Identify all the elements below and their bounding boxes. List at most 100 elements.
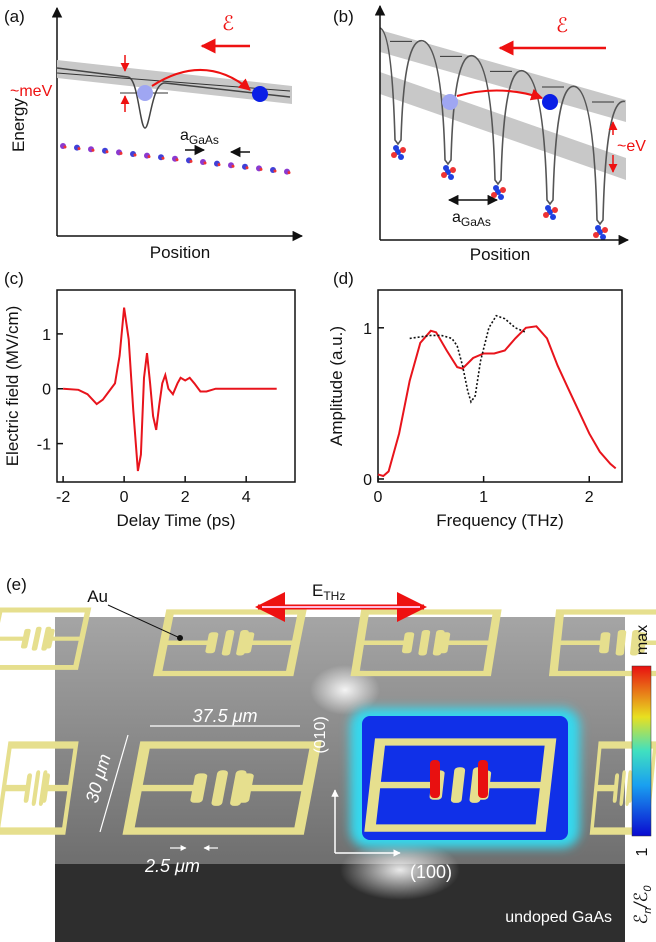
atom [552,207,558,213]
atom [391,152,397,158]
atom [498,194,504,200]
atom [400,147,406,153]
material-label: Au [87,587,108,606]
atom [246,166,249,169]
atom [450,167,456,173]
x-tick-label: 4 [242,489,251,506]
energy-label: ~eV [617,138,646,155]
substrate-label: undoped GaAs [505,909,612,926]
atom [543,212,549,218]
atom [288,171,291,174]
atom [600,234,606,240]
panel-label: (b) [333,7,354,26]
charts: (c) -2 0 2 4 -1 0 1 Delay Time (ps) Electric fiel… [3,269,622,530]
substrate-edge [55,864,625,942]
atom [491,192,497,198]
panel-label: (a) [4,7,25,26]
energy-label: ~meV [10,83,53,100]
lattice-label: aGaAs [180,127,219,147]
atom [393,145,399,151]
x-axis-label: Frequency (THz) [436,511,564,530]
lattice-label: aGaAs [452,209,491,229]
x-tick-label: -2 [56,489,70,506]
y-tick-label: -1 [37,437,51,454]
atom [232,165,235,168]
atom [134,154,137,157]
atom [493,185,499,191]
atom [595,225,601,231]
field-hotspot [478,760,488,798]
panel-e: (e) Au ETHz 37.5 μm 30 μm 2.5 μm (010) (… [0,575,656,942]
atom [190,160,193,163]
band [380,30,626,122]
x-tick-label: 1 [479,489,488,506]
label-part: 0 [642,885,654,892]
label-part: /ℰ [631,891,651,909]
axis-label: Energy [9,98,28,152]
band [380,72,626,180]
colorbar-max: max [634,625,651,655]
label-part: ℰ [631,914,651,925]
atom [443,165,449,171]
colorbar-min: 1 [634,847,651,856]
gap-label: 2.5 μm [144,856,200,876]
y-tick-label: 1 [42,327,51,344]
y-tick-label: 0 [363,472,372,489]
lattice-symbol: a [452,209,461,226]
atom [92,149,95,152]
colorbar [632,666,651,836]
electron [137,85,153,101]
width-label: 37.5 μm [193,706,258,726]
y-axis-label: Electric field (MV/cm) [3,306,22,467]
axis-label: Position [470,245,530,264]
atom [176,158,179,161]
atom [260,168,263,171]
x-axis-label: Delay Time (ps) [116,511,235,530]
atom [64,146,67,149]
field-symbol: ℰ [556,15,568,37]
atom [148,155,151,158]
panel-label: (c) [4,269,24,288]
panel-b: (b) Position ℰ ~eV aGaAs [333,6,646,264]
field-label: ETHz [312,581,345,603]
lattice-symbol: a [180,127,189,144]
x-tick-label: 0 [374,489,383,506]
atom [545,205,551,211]
y-axis-label: Amplitude (a.u.) [327,326,346,446]
data-line [63,308,277,471]
atom [162,157,165,160]
atom [398,154,404,160]
panel-label: (e) [6,575,27,594]
atom [218,163,221,166]
atom [78,147,81,150]
atom [593,232,599,238]
axis-label: Position [150,243,210,262]
y-tick-label: 0 [42,382,51,399]
data-line [378,326,616,476]
pointer [177,635,183,641]
field-symbol: ℰ [222,13,234,35]
atom [106,150,109,153]
atom [441,172,447,178]
colorbar-label: ℰn/ℰ0 [631,885,654,925]
electron [542,94,558,110]
x-tick-label: 2 [585,489,594,506]
field-sub: THz [323,589,345,603]
panel-label: (d) [333,269,354,288]
x-tick-label: 0 [120,489,129,506]
page: { "panel_a": {"label": "(a)", "y_label":… [0,0,656,942]
electron [252,86,268,102]
field-symbol: E [312,581,323,600]
atom [204,162,207,165]
atom [120,152,123,155]
axis-label: (010) [312,716,329,753]
lattice [60,143,291,175]
atom [550,214,556,220]
lattice-sub: GaAs [189,133,219,147]
x-tick-label: 2 [181,489,190,506]
electron [442,94,458,110]
atom [448,174,454,180]
atom [602,227,608,233]
data-line [410,316,526,402]
plot-frame [378,290,622,482]
